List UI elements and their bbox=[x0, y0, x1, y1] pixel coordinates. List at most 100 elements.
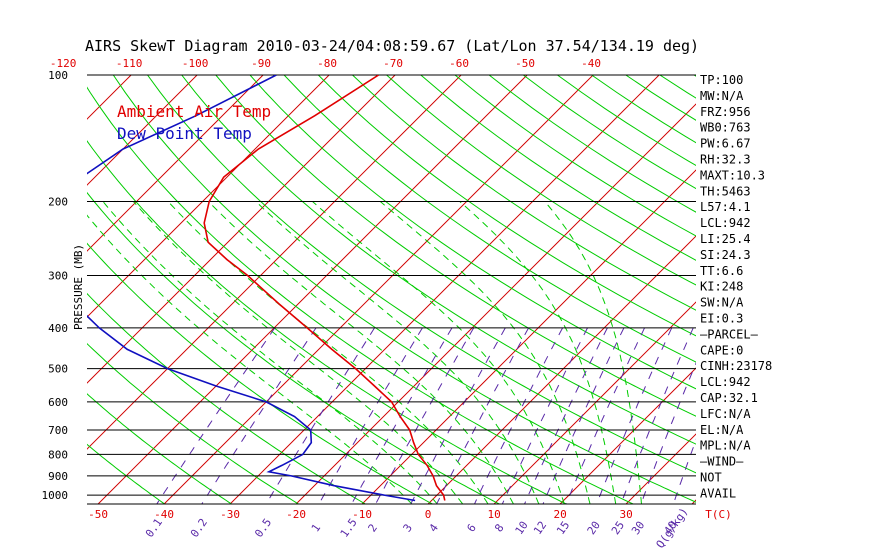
mixing-ratio-line bbox=[565, 327, 645, 504]
sounding-index-item: LI:25.4 bbox=[700, 232, 751, 246]
mixing-ratio-line bbox=[640, 362, 696, 504]
isotherm-line bbox=[87, 75, 264, 252]
dry-adiabat-line bbox=[317, 75, 696, 337]
mixing-ratio-line bbox=[201, 327, 317, 504]
mixing-ratio-label: 15 bbox=[554, 519, 572, 537]
sounding-profiles bbox=[87, 75, 446, 502]
dry-adiabat-line bbox=[215, 75, 696, 417]
moist-adiabat-line bbox=[208, 201, 514, 504]
mixing-ratio-line bbox=[156, 327, 276, 504]
top-temp-tick-label: -50 bbox=[515, 57, 535, 70]
mixing-ratio-lines bbox=[156, 327, 696, 504]
chart-title: AIRS SkewT Diagram 2010-03-24/04:08:59.6… bbox=[85, 37, 699, 55]
top-temperature-labels: -120 -110 -100 -90 -80 -70 -60 -50 -40 bbox=[50, 57, 601, 70]
dry-adiabat-line bbox=[454, 75, 696, 237]
moist-adiabat-line bbox=[87, 214, 413, 504]
mixing-ratio-line bbox=[596, 327, 673, 504]
isotherm-line bbox=[87, 75, 132, 120]
pressure-axis-title: PRESSURE (MB) bbox=[72, 244, 85, 330]
isotherm-line bbox=[87, 75, 198, 186]
mixing-ratio-label: 30 bbox=[629, 519, 647, 537]
sounding-index-item: CINH:23178 bbox=[700, 359, 772, 373]
dry-adiabat-line bbox=[87, 191, 500, 504]
top-temp-tick-label: -80 bbox=[317, 57, 337, 70]
bottom-temp-tick-label: 10 bbox=[487, 508, 500, 521]
bottom-temp-tick-label: -30 bbox=[220, 508, 240, 521]
mixing-ratio-line bbox=[524, 327, 608, 504]
dry-adiabat-line bbox=[87, 140, 567, 504]
sounding-index-item: LFC:N/A bbox=[700, 407, 751, 421]
pressure-tick-label: 900 bbox=[48, 470, 68, 483]
mixing-ratio-label: 4 bbox=[427, 521, 442, 534]
sounding-index-item: NOT bbox=[700, 471, 722, 485]
isotherm-line bbox=[97, 75, 528, 504]
bottom-temp-tick-label: -20 bbox=[286, 508, 306, 521]
sounding-indices-panel: TP:100 MW:N/A FRZ:956 WB0:763 PW:6.67 RH:32.3… bbox=[700, 73, 772, 500]
mixing-ratio-label: 12 bbox=[531, 519, 549, 537]
dry-adiabat-line bbox=[249, 75, 696, 390]
top-temp-tick-label: -40 bbox=[581, 57, 601, 70]
sounding-index-item: FRZ:956 bbox=[700, 105, 751, 119]
legend-ambient-air-temp: Ambient Air Temp bbox=[117, 102, 271, 121]
sounding-index-item: EI:0.3 bbox=[700, 312, 743, 326]
bottom-temp-tick-label: 30 bbox=[619, 508, 632, 521]
pressure-axis-labels: 100 200 300 400 500 600 700 800 900 1000 bbox=[42, 69, 69, 502]
sounding-index-item: MAXT:10.3 bbox=[700, 168, 765, 182]
mixing-ratio-label: 8 bbox=[492, 522, 506, 535]
dry-adiabat-line bbox=[87, 342, 299, 504]
mixing-ratio-line bbox=[318, 327, 423, 504]
dry-adiabat-lines bbox=[87, 75, 870, 504]
dry-adiabat-line bbox=[762, 75, 870, 504]
sounding-index-item: LCL:942 bbox=[700, 216, 751, 230]
bottom-temperature-labels: -50 -40 -30 -20 -10 0 10 20 30 T(C) bbox=[88, 508, 732, 521]
pressure-tick-label: 1000 bbox=[42, 489, 69, 502]
mixing-ratio-label: 40 bbox=[661, 519, 679, 537]
mixing-ratio-label: Q(g/kg) bbox=[654, 505, 691, 550]
mixing-ratio-line bbox=[265, 327, 375, 504]
isotherm-line bbox=[87, 75, 396, 384]
sounding-index-item: CAP:32.1 bbox=[700, 391, 758, 405]
moist-adiabat-line bbox=[255, 201, 540, 504]
top-temp-tick-label: -90 bbox=[251, 57, 271, 70]
sounding-index-item: TP:100 bbox=[700, 73, 743, 87]
mixing-ratio-label: 0.2 bbox=[188, 516, 210, 540]
isotherm-lines bbox=[0, 75, 696, 504]
moist-adiabat-line bbox=[133, 201, 464, 504]
pressure-tick-label: 400 bbox=[48, 322, 68, 335]
pressure-tick-label: 100 bbox=[48, 69, 68, 82]
moist-adiabat-line bbox=[167, 201, 489, 504]
moist-adiabat-line bbox=[102, 201, 438, 504]
mixing-ratio-label: 25 bbox=[609, 519, 627, 537]
sounding-index-item: EL:N/A bbox=[700, 423, 744, 437]
dry-adiabat-line bbox=[112, 75, 696, 503]
bottom-temp-tick-label: 0 bbox=[425, 508, 432, 521]
isotherm-line bbox=[427, 235, 696, 504]
pressure-tick-label: 700 bbox=[48, 424, 68, 437]
bottom-temp-tick-label: -10 bbox=[352, 508, 372, 521]
mixing-ratio-line bbox=[501, 327, 588, 504]
mixing-ratio-line bbox=[351, 327, 453, 504]
moist-adiabat-lines bbox=[87, 201, 642, 504]
moist-adiabat-line bbox=[379, 201, 591, 504]
mixing-ratio-line bbox=[410, 327, 506, 504]
dry-adiabat-line bbox=[87, 393, 232, 504]
dry-adiabat-line bbox=[181, 75, 696, 445]
mixing-ratio-label: 20 bbox=[585, 519, 603, 537]
sounding-index-item: —WIND— bbox=[700, 455, 744, 469]
mixing-ratio-line bbox=[542, 327, 625, 504]
isotherm-line bbox=[87, 75, 330, 318]
mixing-ratio-label: 1 bbox=[309, 522, 323, 535]
dry-adiabat-line bbox=[420, 75, 696, 261]
pressure-tick-label: 800 bbox=[48, 448, 68, 461]
top-temp-tick-label: -100 bbox=[182, 57, 209, 70]
isotherm-line bbox=[493, 301, 696, 504]
isotherm-line bbox=[0, 75, 65, 504]
bottom-temp-tick-label: -40 bbox=[154, 508, 174, 521]
isotherm-line bbox=[361, 169, 696, 504]
pressure-tick-label: 600 bbox=[48, 396, 68, 409]
legend: Ambient Air Temp Dew Point Temp bbox=[117, 102, 271, 143]
dry-adiabat-line bbox=[283, 75, 696, 363]
sounding-index-item: TH:5463 bbox=[700, 184, 751, 198]
dry-adiabat-line bbox=[147, 75, 696, 474]
isotherm-line bbox=[163, 75, 594, 504]
